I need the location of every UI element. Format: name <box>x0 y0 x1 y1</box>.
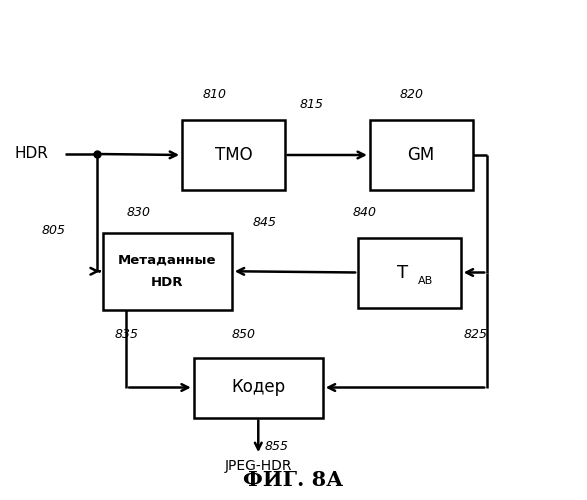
Text: 845: 845 <box>252 216 276 229</box>
FancyBboxPatch shape <box>194 358 323 418</box>
FancyBboxPatch shape <box>358 238 461 308</box>
Text: 810: 810 <box>203 88 227 102</box>
Text: Кодер: Кодер <box>231 378 285 396</box>
Text: 850: 850 <box>232 328 256 342</box>
Text: 840: 840 <box>352 206 376 219</box>
Text: 830: 830 <box>126 206 150 219</box>
FancyBboxPatch shape <box>370 120 473 190</box>
Text: GM: GM <box>407 146 435 164</box>
Text: JPEG-HDR: JPEG-HDR <box>225 459 292 473</box>
Text: 825: 825 <box>464 328 488 342</box>
Text: Метаданные: Метаданные <box>118 254 217 266</box>
Text: 805: 805 <box>41 224 65 236</box>
Text: 835: 835 <box>114 328 139 342</box>
Text: T: T <box>397 264 408 281</box>
Text: ФИГ. 8А: ФИГ. 8А <box>244 470 343 490</box>
Text: 855: 855 <box>264 440 288 452</box>
FancyBboxPatch shape <box>103 232 232 310</box>
Text: 815: 815 <box>299 98 323 112</box>
Text: 820: 820 <box>399 88 423 102</box>
FancyBboxPatch shape <box>182 120 285 190</box>
Text: HDR: HDR <box>15 146 49 162</box>
Text: HDR: HDR <box>151 276 184 289</box>
Text: TMO: TMO <box>214 146 252 164</box>
Text: АВ: АВ <box>419 276 433 286</box>
